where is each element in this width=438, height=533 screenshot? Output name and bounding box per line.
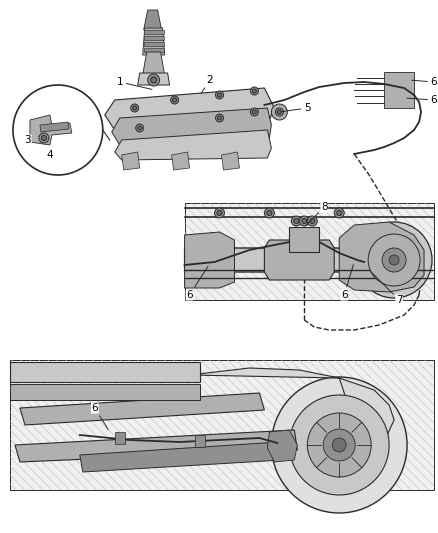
Circle shape — [307, 413, 371, 477]
Circle shape — [276, 108, 283, 116]
Polygon shape — [10, 384, 200, 400]
Circle shape — [337, 211, 342, 215]
Polygon shape — [339, 222, 424, 292]
Circle shape — [334, 208, 344, 218]
Circle shape — [267, 211, 272, 215]
Polygon shape — [194, 435, 205, 447]
Circle shape — [215, 114, 223, 122]
Polygon shape — [15, 430, 297, 462]
Text: 6: 6 — [186, 266, 208, 300]
Polygon shape — [384, 72, 414, 108]
Circle shape — [217, 211, 222, 215]
Circle shape — [173, 98, 177, 102]
Polygon shape — [112, 108, 272, 145]
Circle shape — [291, 216, 301, 226]
Circle shape — [13, 85, 103, 175]
Circle shape — [290, 395, 389, 495]
Circle shape — [251, 87, 258, 95]
Polygon shape — [20, 393, 265, 425]
Circle shape — [307, 216, 317, 226]
Text: 6: 6 — [92, 403, 108, 430]
Circle shape — [332, 438, 346, 452]
Circle shape — [131, 104, 139, 112]
Circle shape — [218, 116, 222, 120]
Text: 7: 7 — [371, 272, 403, 305]
Text: 3: 3 — [25, 135, 31, 145]
Circle shape — [138, 126, 141, 130]
Circle shape — [148, 74, 159, 86]
Polygon shape — [144, 48, 164, 52]
Circle shape — [218, 93, 222, 97]
Polygon shape — [190, 368, 394, 440]
Circle shape — [252, 110, 256, 114]
Polygon shape — [144, 36, 164, 40]
Polygon shape — [143, 52, 165, 75]
Circle shape — [368, 234, 420, 286]
Circle shape — [356, 222, 432, 298]
Circle shape — [272, 104, 287, 120]
Polygon shape — [144, 10, 162, 30]
Circle shape — [39, 133, 49, 143]
Polygon shape — [172, 152, 190, 170]
Polygon shape — [30, 115, 72, 145]
Polygon shape — [10, 362, 200, 382]
Polygon shape — [184, 232, 234, 288]
Polygon shape — [138, 73, 170, 85]
Text: 6: 6 — [412, 77, 437, 87]
Text: 2: 2 — [201, 75, 213, 94]
Polygon shape — [115, 130, 272, 160]
Circle shape — [272, 377, 407, 513]
Polygon shape — [144, 42, 164, 46]
Circle shape — [299, 216, 309, 226]
Circle shape — [265, 208, 274, 218]
Polygon shape — [290, 227, 319, 252]
Circle shape — [294, 219, 299, 223]
Circle shape — [310, 219, 315, 223]
Polygon shape — [143, 28, 165, 55]
Circle shape — [151, 77, 157, 83]
Polygon shape — [222, 152, 240, 170]
Circle shape — [215, 91, 223, 99]
Circle shape — [302, 219, 307, 223]
Text: 5: 5 — [282, 103, 311, 113]
Polygon shape — [184, 248, 399, 272]
Circle shape — [136, 124, 144, 132]
Polygon shape — [144, 30, 164, 34]
Text: 6: 6 — [341, 265, 353, 300]
Circle shape — [215, 208, 225, 218]
Polygon shape — [267, 430, 297, 462]
Circle shape — [323, 429, 355, 461]
Circle shape — [277, 110, 281, 114]
Circle shape — [42, 135, 46, 141]
Circle shape — [133, 106, 137, 110]
Circle shape — [252, 89, 256, 93]
Polygon shape — [80, 442, 283, 472]
Polygon shape — [184, 203, 434, 300]
Polygon shape — [40, 122, 69, 132]
Polygon shape — [115, 432, 125, 444]
Polygon shape — [265, 240, 334, 280]
Circle shape — [251, 108, 258, 116]
Text: 4: 4 — [46, 150, 53, 160]
Polygon shape — [105, 88, 274, 130]
Circle shape — [171, 96, 179, 104]
Polygon shape — [10, 360, 434, 490]
Polygon shape — [122, 152, 140, 170]
Text: 1: 1 — [117, 77, 152, 90]
Text: 6: 6 — [407, 95, 437, 105]
Circle shape — [382, 248, 406, 272]
Circle shape — [389, 255, 399, 265]
Text: 8: 8 — [306, 202, 328, 225]
